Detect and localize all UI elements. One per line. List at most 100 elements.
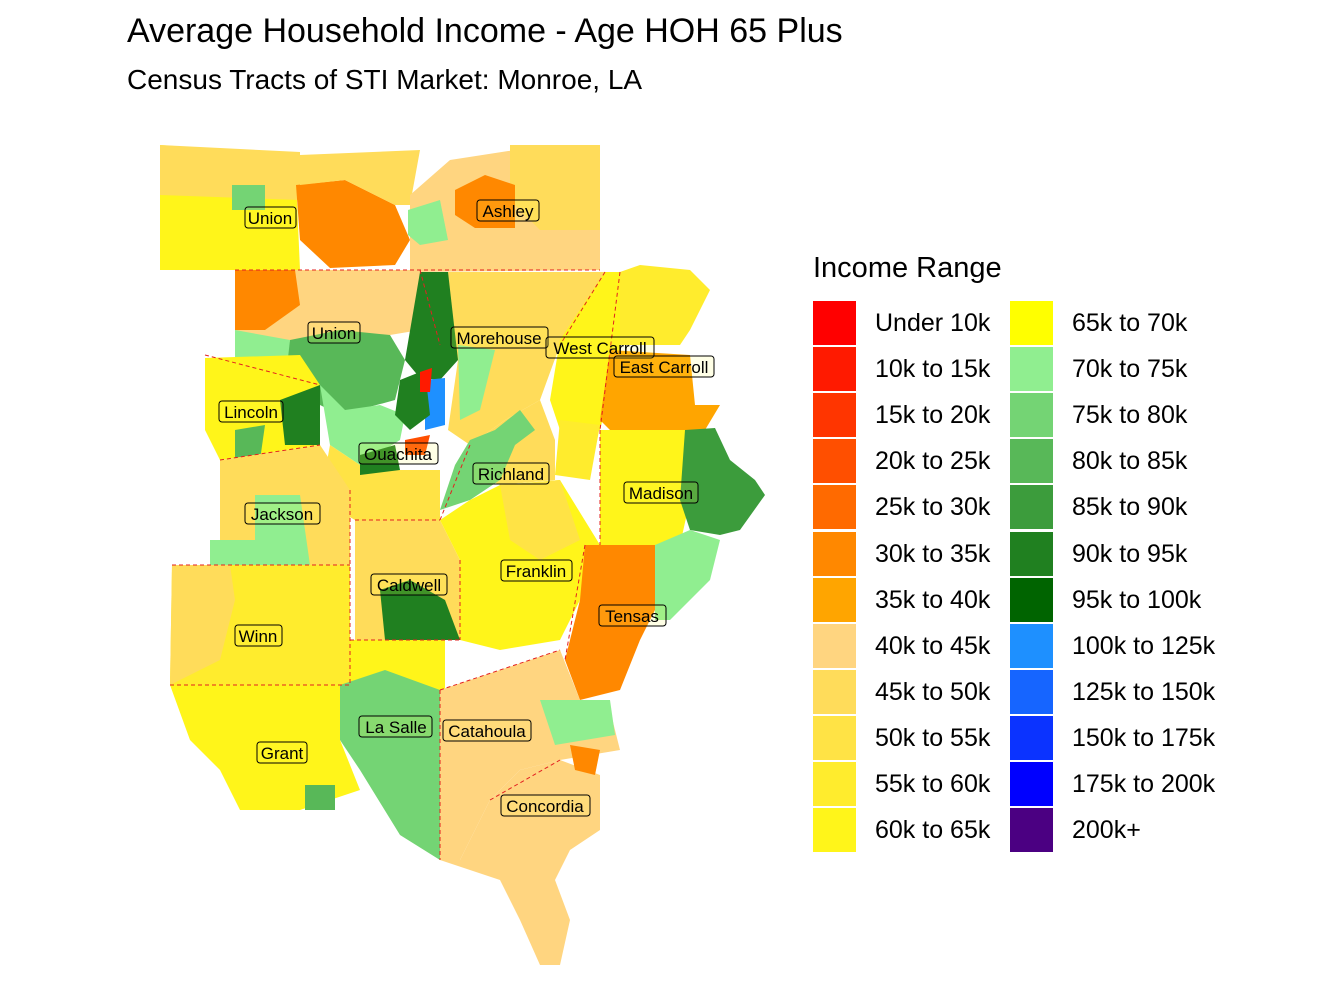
tract-region [570,745,600,775]
tract-region [550,272,620,430]
legend-label: 45k to 50k [875,677,991,706]
svg-text:Caldwell: Caldwell [377,576,441,595]
legend-item: 75k to 80k [1010,392,1250,438]
legend-swatch [813,715,856,760]
legend-label: 20k to 25k [875,447,991,476]
legend-item: 40k to 45k [813,623,1053,669]
tract-region [232,185,265,210]
legend-label: 30k to 35k [875,539,991,568]
tract-region [280,385,320,445]
legend-label: 60k to 65k [875,816,991,845]
legend-swatch [1010,347,1053,392]
legend-item: 80k to 85k [1010,438,1250,484]
svg-text:Jackson: Jackson [251,505,313,524]
county-label-richland: Richland [472,462,550,485]
legend-swatch [813,393,856,438]
tract-region [210,540,255,565]
legend-item: 10k to 15k [813,346,1053,392]
legend-item: 65k to 70k [1010,300,1250,346]
legend-item: 15k to 20k [813,392,1053,438]
svg-text:West Carroll: West Carroll [553,339,646,358]
legend-label: 90k to 95k [1072,539,1188,568]
tract-region [170,685,360,810]
county-label-lincoln: Lincoln [218,400,284,423]
tract-region [600,350,720,430]
legend-item: 50k to 55k [813,715,1053,761]
map-title: Average Household Income - Age HOH 65 Pl… [127,12,843,50]
legend-label: 50k to 55k [875,723,991,752]
choropleth-map: Union Ashley Union Morehouse West Carrol… [160,145,765,965]
tract-region [600,430,700,545]
county-labels: Union Ashley Union Morehouse West Carrol… [218,199,715,817]
legend-swatch [813,531,856,576]
county-label-union-la: Union [307,321,361,344]
legend-swatch [1010,439,1053,484]
legend-swatch [813,623,856,668]
svg-text:Tensas: Tensas [605,607,659,626]
tract-region [305,785,335,810]
county-label-west-carroll: West Carroll [545,336,655,359]
tract-fills [160,145,765,965]
legend-item: 95k to 100k [1010,577,1250,623]
county-label-morehouse: Morehouse [450,326,549,349]
legend-item: 200k+ [1010,807,1250,853]
svg-text:Grant: Grant [261,744,304,763]
tract-region [235,425,265,460]
legend-label: 35k to 40k [875,585,991,614]
svg-text:Winn: Winn [239,627,278,646]
svg-text:Ouachita: Ouachita [364,445,433,464]
tract-region [405,272,458,380]
tract-region [360,445,400,475]
legend-label: 85k to 90k [1072,493,1188,522]
tract-region [458,345,495,420]
tract-region [455,175,515,228]
legend-label: 15k to 20k [875,401,991,430]
legend-swatch [813,762,856,806]
tract-region [440,410,535,510]
county-label-union-ar: Union [244,206,297,229]
tract-region [510,145,600,230]
legend-swatch [1010,393,1053,438]
legend-label: 10k to 15k [875,355,991,384]
legend-item: 55k to 60k [813,761,1053,807]
legend-label: 200k+ [1072,816,1141,845]
county-label-concordia: Concordia [500,794,591,817]
county-label-franklin: Franklin [500,559,573,582]
county-label-jackson: Jackson [244,502,321,525]
svg-text:Madison: Madison [629,484,693,503]
tract-region [680,428,765,535]
tract-region [405,435,430,455]
legend-item: 25k to 30k [813,484,1053,530]
county-label-ouachita: Ouachita [358,442,439,465]
tract-region [320,385,405,465]
svg-text:Union: Union [248,209,292,228]
legend-swatch [813,347,856,392]
legend-label: 40k to 45k [875,631,991,660]
svg-text:Richland: Richland [478,465,544,484]
legend-swatch [813,301,856,345]
county-label-east-carroll: East Carroll [613,355,715,378]
legend-item: Under 10k [813,300,1053,346]
legend-item: 100k to 125k [1010,623,1250,669]
tract-region [440,760,600,965]
tract-region [235,270,300,330]
map-subtitle: Census Tracts of STI Market: Monroe, LA [127,64,643,95]
legend-swatch [1010,715,1053,760]
legend-swatch [813,577,856,622]
legend-swatch [813,669,856,714]
legend-swatch [1010,301,1053,345]
legend-item: 85k to 90k [1010,484,1250,530]
tract-region [620,265,710,345]
legend-item: 150k to 175k [1010,715,1250,761]
legend-title: Income Range [813,252,1002,284]
county-label-caldwell: Caldwell [370,573,448,596]
svg-text:La Salle: La Salle [365,718,426,737]
svg-text:Ashley: Ashley [482,202,534,221]
tract-region [655,530,720,620]
legend-swatch [1010,485,1053,530]
svg-text:Catahoula: Catahoula [448,722,526,741]
legend-item: 35k to 40k [813,577,1053,623]
legend-label: 175k to 200k [1072,770,1216,798]
legend-swatch [1010,531,1053,576]
svg-text:Franklin: Franklin [506,562,566,581]
